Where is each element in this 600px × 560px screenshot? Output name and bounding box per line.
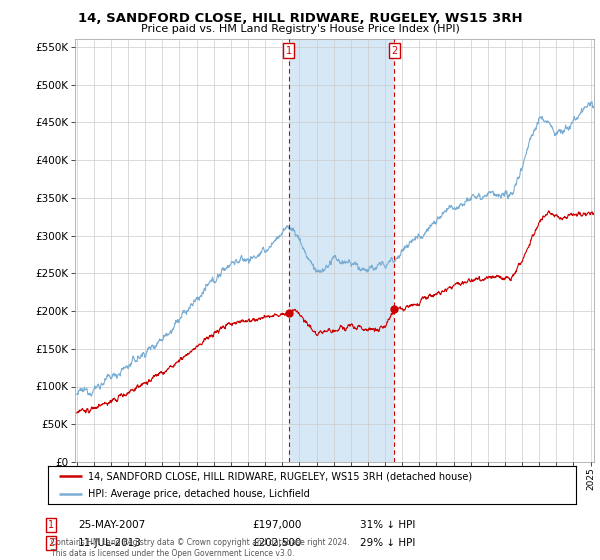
- Text: Contains HM Land Registry data © Crown copyright and database right 2024.
This d: Contains HM Land Registry data © Crown c…: [51, 538, 349, 558]
- Text: 1: 1: [286, 45, 292, 55]
- Text: 2: 2: [48, 538, 54, 548]
- Text: £197,000: £197,000: [252, 520, 301, 530]
- Text: £202,500: £202,500: [252, 538, 301, 548]
- Text: 2: 2: [391, 45, 397, 55]
- Text: 25-MAY-2007: 25-MAY-2007: [78, 520, 145, 530]
- Text: 29% ↓ HPI: 29% ↓ HPI: [360, 538, 415, 548]
- Text: HPI: Average price, detached house, Lichfield: HPI: Average price, detached house, Lich…: [88, 489, 310, 499]
- Text: 14, SANDFORD CLOSE, HILL RIDWARE, RUGELEY, WS15 3RH: 14, SANDFORD CLOSE, HILL RIDWARE, RUGELE…: [77, 12, 523, 25]
- Text: 11-JUL-2013: 11-JUL-2013: [78, 538, 142, 548]
- Text: Price paid vs. HM Land Registry's House Price Index (HPI): Price paid vs. HM Land Registry's House …: [140, 24, 460, 34]
- Bar: [289, 39, 394, 462]
- Text: 1: 1: [48, 520, 54, 530]
- Text: 14, SANDFORD CLOSE, HILL RIDWARE, RUGELEY, WS15 3RH (detached house): 14, SANDFORD CLOSE, HILL RIDWARE, RUGELE…: [88, 471, 472, 481]
- Text: 31% ↓ HPI: 31% ↓ HPI: [360, 520, 415, 530]
